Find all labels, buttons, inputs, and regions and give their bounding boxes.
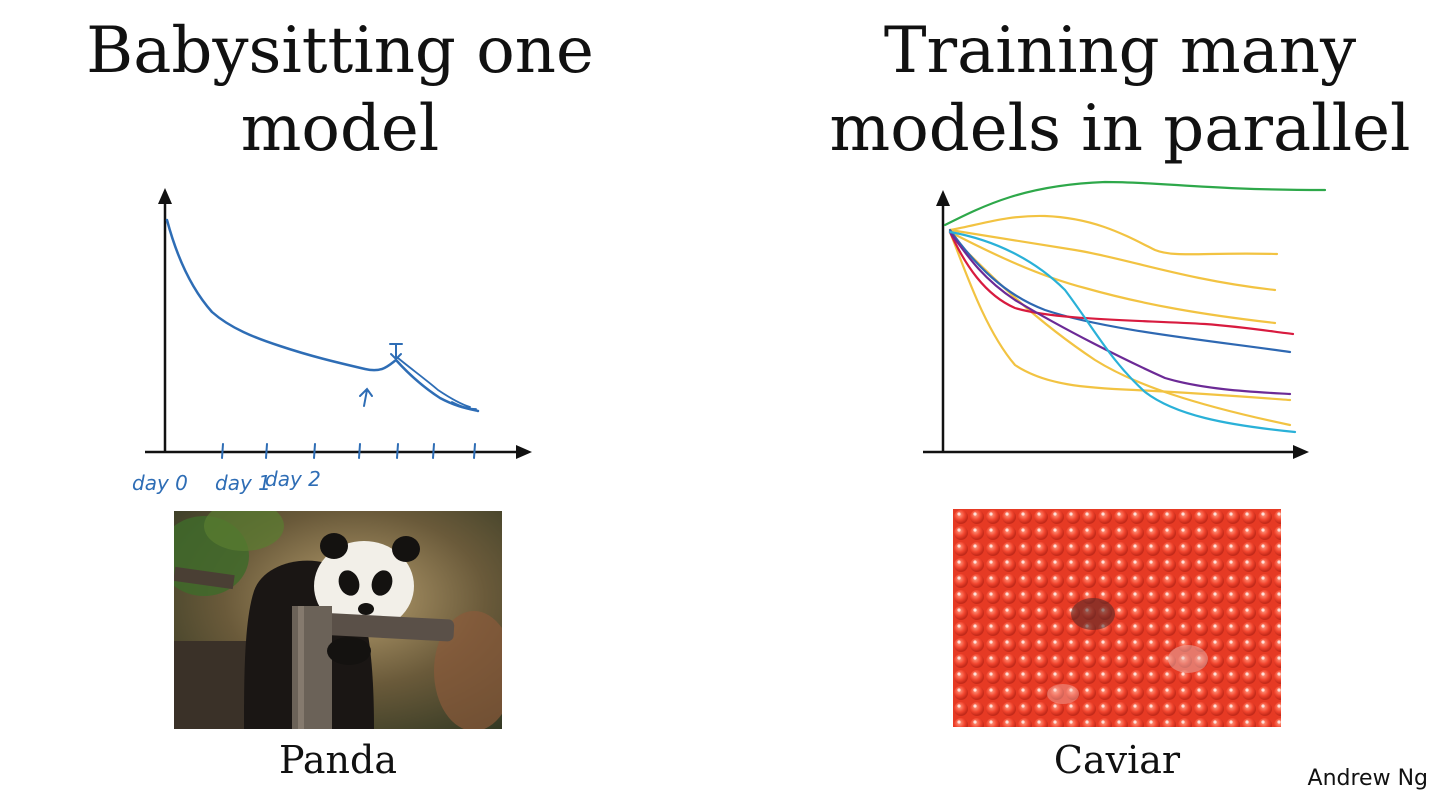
left-title: Babysitting one model bbox=[40, 12, 640, 168]
right-title-line-2: models in parallel bbox=[829, 92, 1411, 166]
tick bbox=[473, 443, 476, 459]
left-title-line-1: Babysitting one bbox=[86, 14, 594, 88]
down-arrow-mark bbox=[389, 343, 403, 361]
annotation-marks bbox=[359, 343, 403, 407]
caviar-illustration bbox=[953, 509, 1281, 727]
curve-cyan bbox=[948, 230, 1297, 434]
tick bbox=[265, 443, 268, 459]
panda-caption: Panda bbox=[279, 738, 397, 782]
axes bbox=[923, 190, 1309, 459]
curve-yellow-2 bbox=[948, 228, 1277, 292]
caviar-photo bbox=[953, 509, 1281, 727]
right-title-line-1: Training many bbox=[883, 14, 1357, 88]
up-arrow-mark bbox=[359, 387, 373, 407]
tick bbox=[358, 443, 361, 459]
y-axis-arrow bbox=[158, 188, 172, 204]
day-ticks bbox=[221, 443, 476, 459]
curve-yellow-1 bbox=[948, 214, 1279, 256]
curve-green bbox=[943, 180, 1327, 227]
curve-blue bbox=[948, 228, 1292, 354]
day-label: day 0 bbox=[132, 471, 188, 495]
right-title: Training many models in parallel bbox=[815, 12, 1425, 168]
cost-curve-scribble bbox=[397, 357, 477, 410]
day-label: day 1 bbox=[215, 471, 271, 495]
tick bbox=[313, 443, 316, 459]
curve-purple bbox=[948, 230, 1292, 396]
day-label: day 2 bbox=[265, 467, 321, 491]
tick bbox=[221, 443, 224, 459]
x-axis-arrow bbox=[1293, 445, 1309, 459]
curve-yellow-4 bbox=[948, 230, 1292, 402]
day-labels: day 0 day 1 day 2 bbox=[132, 467, 321, 495]
panda-photo bbox=[174, 511, 502, 729]
training-curves bbox=[943, 180, 1327, 434]
curve-yellow-3 bbox=[948, 230, 1277, 325]
author-credit: Andrew Ng bbox=[1307, 766, 1428, 791]
caviar-caption: Caviar bbox=[1053, 738, 1181, 782]
left-title-line-2: model bbox=[240, 92, 440, 166]
tick bbox=[432, 443, 435, 459]
y-axis-arrow bbox=[936, 190, 950, 206]
curve-red bbox=[948, 230, 1295, 336]
x-axis-arrow bbox=[516, 445, 532, 459]
babysitting-sketch-plot: day 0 day 1 day 2 bbox=[132, 188, 532, 495]
cost-curve bbox=[165, 218, 480, 413]
tick bbox=[396, 443, 399, 459]
parallel-training-plot bbox=[923, 180, 1327, 459]
panda-illustration bbox=[174, 511, 502, 729]
axes bbox=[145, 188, 532, 459]
